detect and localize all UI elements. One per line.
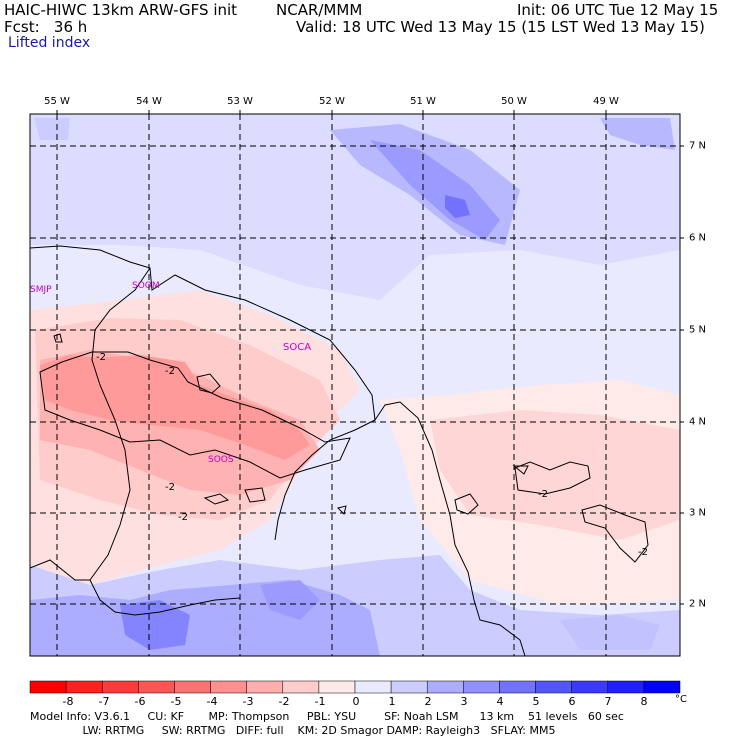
map-frame	[29, 113, 681, 657]
colorbar-label: 6	[568, 695, 576, 708]
station-label: SMJP	[30, 285, 52, 295]
lon-label: 54 W	[136, 96, 162, 107]
colorbar-label: 8	[640, 695, 648, 708]
colorbar-swatch	[246, 680, 284, 694]
lat-label: 3 N	[689, 507, 707, 519]
colorbar-label: 1	[388, 695, 396, 708]
lon-label: 51 W	[410, 96, 436, 107]
colorbar	[29, 680, 681, 694]
contour-label: -2	[638, 547, 648, 558]
colorbar-label: -2	[278, 695, 290, 708]
field-name: Lifted index	[8, 35, 91, 51]
colorbar-swatch	[643, 680, 681, 694]
colorbar-swatch	[210, 680, 247, 694]
station-label: SOCA	[283, 342, 311, 353]
colorbar-swatch	[390, 680, 428, 694]
colorbar-swatch	[101, 680, 139, 694]
colorbar-label: -1	[314, 695, 326, 708]
colorbar-swatch	[29, 680, 67, 694]
colorbar-swatch	[607, 680, 645, 694]
lat-label: 7 N	[689, 140, 707, 152]
contour-label: -2	[165, 366, 175, 377]
contour-label: -2	[178, 512, 188, 523]
colorbar-swatch	[174, 680, 211, 694]
contour-lines	[39, 333, 649, 563]
colorbar-swatch	[535, 680, 572, 694]
lon-label: 50 W	[501, 96, 527, 107]
model-info-line2: LW: RRTMG SW: RRTMG DIFF: full KM: 2D Sm…	[30, 724, 556, 737]
colorbar-swatch	[463, 680, 500, 694]
lat-label: 4 N	[689, 416, 707, 428]
contour-label: -2	[165, 482, 175, 493]
contour-label: -2	[538, 489, 548, 500]
lon-label: 53 W	[227, 96, 253, 107]
lifted-index-field: SMJP SOOM SOCA SOOS -2 -2 -2 -2 -2 -2	[30, 114, 680, 656]
colorbar-label: -4	[206, 695, 218, 708]
org-label: NCAR/MMM	[276, 1, 363, 19]
colorbar-swatch	[354, 680, 392, 694]
colorbar-label: -5	[170, 695, 182, 708]
colorbar-label: 4	[496, 695, 504, 708]
lon-label: 49 W	[593, 96, 619, 107]
station-label: SOOM	[132, 281, 160, 291]
colorbar-label: -3	[242, 695, 254, 708]
lat-label: 6 N	[689, 232, 707, 244]
colorbar-swatch	[282, 680, 320, 694]
contour-label: -2	[96, 352, 106, 363]
colorbar-label: 5	[532, 695, 540, 708]
station-label: SOOS	[208, 455, 234, 465]
lon-label: 55 W	[44, 96, 70, 107]
coastlines	[30, 245, 526, 656]
frame-ticks	[56, 110, 684, 605]
model-title: HAIC-HIWC 13km ARW-GFS init	[4, 1, 238, 19]
colorbar-swatch	[138, 680, 175, 694]
model-info-line1: Model Info: V3.6.1 CU: KF MP: Thompson P…	[30, 710, 624, 723]
colorbar-unit: °C	[675, 694, 687, 705]
forecast-hour: Fcst: 36 h	[4, 18, 88, 36]
colorbar-swatch	[571, 680, 609, 694]
colorbar-label: 2	[424, 695, 432, 708]
colorbar-swatch	[318, 680, 356, 694]
colorbar-swatch	[426, 680, 464, 694]
colorbar-swatch	[499, 680, 536, 694]
init-time: Init: 06 UTC Tue 12 May 15	[517, 1, 719, 19]
lat-label: 2 N	[689, 598, 707, 610]
colorbar-label: -7	[98, 695, 110, 708]
colorbar-label: -8	[62, 695, 74, 708]
valid-time: Valid: 18 UTC Wed 13 May 15 (15 LST Wed …	[296, 18, 705, 36]
lat-label: 5 N	[689, 324, 707, 336]
colorbar-swatch	[65, 680, 103, 694]
colorbar-label: 0	[352, 695, 360, 708]
grid-lines	[30, 114, 680, 656]
colorbar-label: 7	[604, 695, 612, 708]
lon-label: 52 W	[319, 96, 345, 107]
colorbar-label: -6	[134, 695, 146, 708]
colorbar-label: 3	[460, 695, 468, 708]
